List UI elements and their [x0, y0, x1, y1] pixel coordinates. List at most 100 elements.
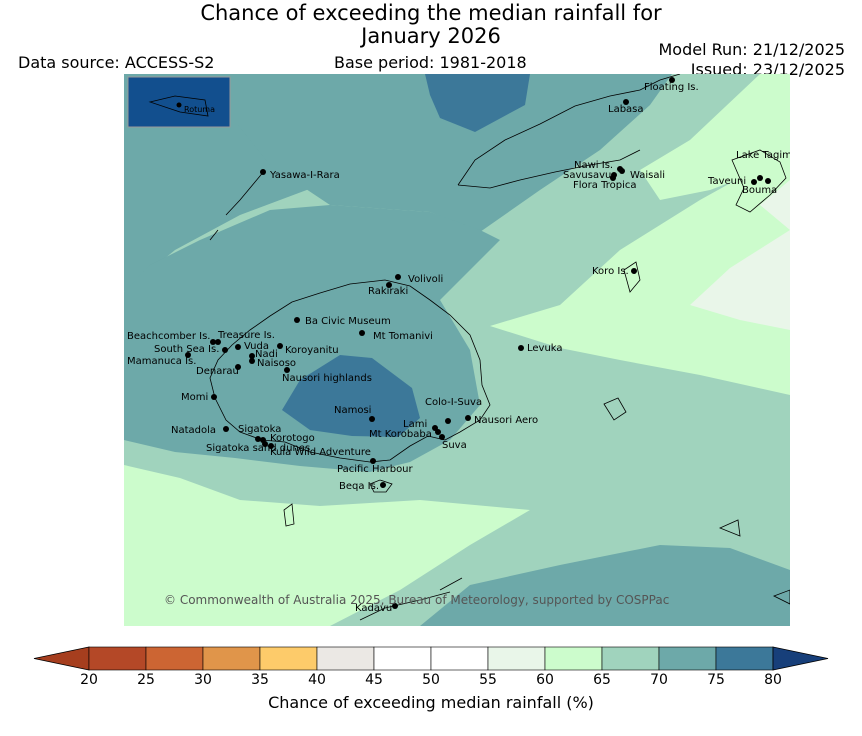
place-label-south-sea-is: South Sea Is. [154, 344, 219, 355]
place-marker-koroyanitu [277, 343, 283, 349]
place-marker-kadavu [392, 603, 398, 609]
place-label-beqa-is: Beqa Is. [339, 481, 379, 492]
place-marker-mamanuca-is [185, 352, 191, 358]
place-label-labasa: Labasa [608, 104, 644, 115]
colorbar [33, 646, 829, 671]
place-marker-nausori-highlands [284, 367, 290, 373]
colorbar-cells [33, 646, 829, 671]
colorbar-cell [202, 646, 261, 671]
place-label-taveuni: Taveuni [707, 176, 746, 187]
colorbar-cell [601, 646, 660, 671]
colorbar-tick-label: 60 [536, 672, 554, 688]
map-title: Chance of exceeding the median rainfall … [0, 2, 862, 48]
place-marker-mt-tomanivi [359, 330, 365, 336]
place-marker-beqa-is [380, 482, 386, 488]
band-75-80-north [425, 74, 530, 132]
place-label-nausori-highlands: Nausori highlands [282, 373, 372, 384]
place-label-treasure-is: Treasure Is. [217, 330, 275, 341]
koro-coast [623, 261, 641, 293]
place-label-suva: Suva [442, 440, 467, 451]
copyright-notice: © Commonwealth of Australia 2025, Bureau… [164, 593, 669, 607]
vanua-levu-coast [457, 74, 681, 189]
place-label-momi: Momi [181, 392, 208, 403]
band-70-75-vanua [238, 74, 672, 232]
colorbar-arrow-low [33, 646, 90, 671]
colorbar-tick-label: 55 [479, 672, 497, 688]
colorbar-tick-label: 30 [194, 672, 212, 688]
place-marker-momi [211, 394, 217, 400]
band-60-65-northeast [640, 74, 790, 200]
colorbar-cell [544, 646, 603, 671]
colorbar-label: Chance of exceeding median rainfall (%) [268, 693, 594, 712]
colorbar-arrow-high [772, 646, 829, 671]
place-label-yasawa-i-rara: Yasawa-I-Rara [269, 170, 340, 181]
band-70-75-south [420, 545, 790, 626]
place-marker-south-sea-is [222, 347, 228, 353]
place-label-floating-is: Floating Is. [644, 82, 699, 93]
rainfall-map: Rotuma Floating Is.Labasa Yasawa-I-Rara Na… [124, 74, 790, 626]
band-55-60-taveuni [760, 180, 790, 230]
band-75-80-namosi [282, 355, 420, 437]
place-label-waisali: Waisali [630, 170, 665, 181]
rotuma-coast [148, 95, 209, 117]
place-marker-vuda [235, 344, 241, 350]
colorbar-tick-label: 80 [764, 672, 782, 688]
colorbar-tick-label: 35 [251, 672, 269, 688]
place-marker-yasawa-i-rara [260, 169, 266, 175]
place-label-volivoli: Volivoli [408, 274, 443, 285]
title-line-2: January 2026 [361, 24, 501, 48]
band-60-65-southwest [124, 465, 530, 626]
colorbar-cell [145, 646, 204, 671]
place-label-sigatoka: Sigatoka [238, 424, 281, 435]
place-label-rakiraki: Rakiraki [368, 286, 408, 297]
place-marker-naisoso [249, 358, 255, 364]
base-period-label: Base period: 1981-2018 [334, 53, 527, 72]
rotuma-inset [127, 76, 231, 128]
band-55-60-east [690, 230, 790, 330]
colorbar-cell [658, 646, 717, 671]
place-marker-beachcomber-is [210, 339, 216, 345]
place-markers: Floating Is.Labasa Yasawa-I-Rara Nawi Is. S… [127, 77, 790, 614]
title-line-1: Chance of exceeding the median rainfall … [200, 1, 662, 25]
place-marker-sigatoka-sand-dunes [260, 437, 266, 443]
place-marker-volivoli [395, 274, 401, 280]
model-run-label: Model Run: 21/12/2025 [658, 40, 846, 59]
place-marker-namosi [369, 416, 375, 422]
place-label-kadavu: Kadavu [355, 603, 392, 614]
place-label-sigatoka-sand-dunes: Sigatoka sand dunes [206, 443, 310, 454]
place-marker-flora-tropica [610, 175, 616, 181]
place-label-nadi: Nadi [255, 349, 278, 360]
place-label-naisoso: Naisoso [257, 358, 296, 369]
place-label-denarau: Denarau [196, 366, 239, 377]
place-label-colo-i-suva: Colo-I-Suva [425, 397, 482, 408]
colorbar-tick-label: 40 [308, 672, 326, 688]
kadavu-coast [359, 577, 463, 621]
place-label-korotogo: Korotogo [270, 433, 315, 444]
data-source-label: Data source: ACCESS-S2 [18, 53, 215, 72]
colorbar-cell [316, 646, 375, 671]
beqa-coast [369, 479, 393, 493]
vatulele-coast [283, 503, 295, 527]
place-label-mamanuca-is: Mamanuca Is. [127, 356, 196, 367]
place-label-mt-korobaba: Mt Korobaba [369, 429, 432, 440]
colorbar-tick-label: 45 [365, 672, 383, 688]
place-marker-suva [439, 434, 445, 440]
colorbar-tick-label: 70 [650, 672, 668, 688]
lau-islands-coast [603, 397, 790, 605]
place-marker-levuka [518, 345, 524, 351]
place-marker-mt-korobaba [435, 429, 441, 435]
colorbar-tick-label: 75 [707, 672, 725, 688]
place-marker-bouma [765, 178, 771, 184]
viti-levu-coast [209, 279, 491, 463]
place-marker-waisali [619, 168, 625, 174]
place-label-lami: Lami [403, 419, 427, 430]
place-label-namosi: Namosi [334, 405, 371, 416]
place-label-nawi-is: Nawi Is. [574, 160, 613, 171]
place-label-bouma: Bouma [742, 185, 777, 196]
place-label-ba-civic-museum: Ba Civic Museum [305, 316, 391, 327]
place-marker-nausori-aero [465, 415, 471, 421]
place-marker-rakiraki [386, 282, 392, 288]
colorbar-tick-label: 65 [593, 672, 611, 688]
place-label-levuka: Levuka [527, 343, 563, 354]
yasawa-coast [209, 169, 266, 241]
